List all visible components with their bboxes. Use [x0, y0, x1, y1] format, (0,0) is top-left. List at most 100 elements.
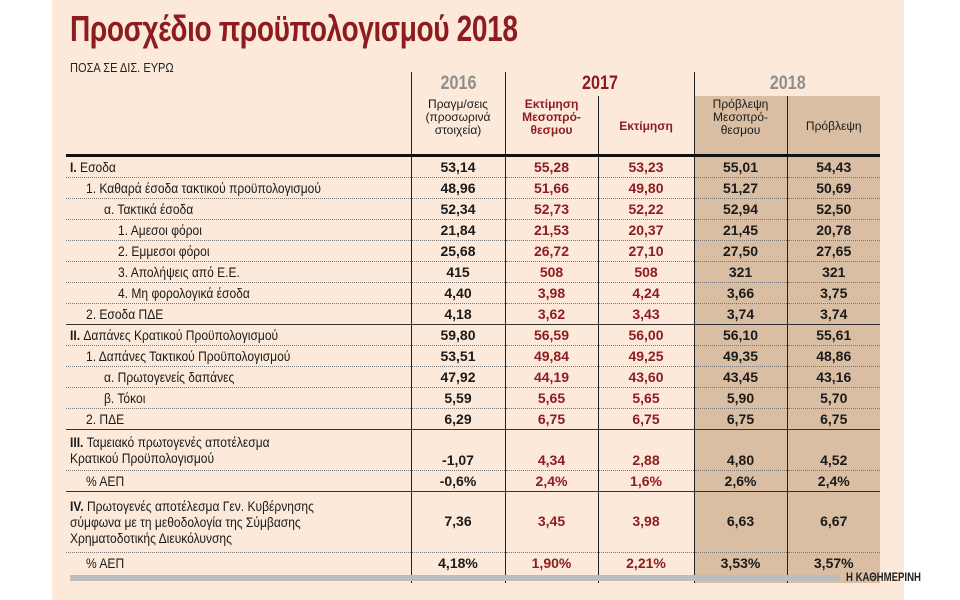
value-cell: 55,01 [693, 155, 787, 178]
row-label-text: 4. Μη φορολογικά έσοδα [118, 285, 250, 301]
value-cell: 27,10 [597, 240, 694, 262]
year-header-row: 2016 2017 2018 [66, 72, 880, 96]
table-row: 4. Μη φορολογικά έσοδα 4,40 3,98 4,24 3,66 3,… [66, 282, 880, 304]
value-cell: 50,69 [786, 177, 880, 199]
value-cell: 5,70 [786, 387, 880, 409]
value-cell: 5,65 [504, 387, 598, 409]
value-cell: 3,45 [504, 491, 598, 553]
value-cell: 6,29 [410, 408, 505, 430]
row-label: 1. Δαπάνες Τακτικού Προϋπολογισμού [66, 345, 411, 367]
value-cell: 4,18 [410, 303, 505, 325]
row-label: α. Τακτικά έσοδα [66, 198, 411, 220]
row-label: % ΑΕΠ [66, 470, 411, 492]
value-cell: 51,27 [693, 177, 787, 199]
row-label-text: Δαπάνες Κρατικού Προϋπολογισμού [83, 327, 279, 343]
row-label-text: 1. Καθαρά έσοδα τακτικού προϋπολογισμού [86, 180, 321, 196]
row-label-text: % ΑΕΠ [86, 555, 125, 571]
row-label: % ΑΕΠ [66, 553, 411, 574]
year-2016: 2016 [410, 72, 505, 96]
row-label: I. Εσοδα [66, 155, 411, 178]
value-cell: 415 [410, 261, 505, 283]
value-cell: 55,61 [786, 324, 880, 346]
row-label-text: 2. Εσοδα ΠΔΕ [86, 306, 164, 322]
table-row: % ΑΕΠ -0,6% 2,4% 1,6% 2,6% 2,4% [66, 470, 880, 492]
value-cell: 47,92 [410, 366, 505, 388]
value-cell: 52,34 [410, 198, 505, 220]
value-cell: 3,53% [693, 552, 787, 573]
value-cell: 6,67 [786, 491, 880, 553]
col-header-actual-2016: Πραγμ/σεις (προσωρινά στοιχεία) [410, 96, 505, 157]
value-cell: 1,6% [597, 470, 694, 492]
table-row: β. Τόκοι 5,59 5,65 5,65 5,90 5,70 [66, 387, 880, 409]
col-header-mtfs-estimate-2017: Εκτίμηση Μεσοπρό-θεσμου [504, 96, 598, 157]
value-cell: 55,28 [504, 155, 598, 178]
value-cell: 20,78 [786, 219, 880, 241]
row-label-text: α. Τακτικά έσοδα [104, 201, 194, 217]
value-cell: 6,63 [693, 491, 787, 553]
value-cell: 49,25 [597, 345, 694, 367]
value-cell: 321 [693, 261, 787, 283]
units-subtitle: ΠΟΣΑ ΣΕ ΔΙΣ. ΕΥΡΩ [70, 60, 174, 75]
value-cell: 4,24 [597, 282, 694, 304]
value-cell: 7,36 [410, 491, 505, 553]
value-cell: 53,14 [410, 155, 505, 178]
row-label: 2. Εσοδα ΠΔΕ [66, 303, 411, 325]
row-numeral: III. [70, 434, 84, 450]
row-label-text: σύμφωνα με τη μεθοδολογία της Σύμβασης [70, 514, 301, 530]
value-cell: 6,75 [504, 408, 598, 430]
page-title: Προσχέδιο προϋπολογισμού 2018 [70, 8, 518, 49]
table-row: II. Δαπάνες Κρατικού Προϋπολογισμού 59,80… [66, 324, 880, 346]
row-label-text: 2. ΠΔΕ [86, 411, 125, 427]
row-label: 2. ΠΔΕ [66, 408, 411, 430]
value-cell: 4,52 [786, 429, 880, 471]
value-cell: 21,53 [504, 219, 598, 241]
row-label-text: Κρατικού Προϋπολογισμού [70, 450, 215, 466]
value-cell: 43,16 [786, 366, 880, 388]
row-label-text: Πρωτογενές αποτέλεσμα Γεν. Κυβέρνησης [86, 498, 314, 514]
value-cell: 52,22 [597, 198, 694, 220]
col-header-mtfs-forecast-2018: Πρόβλεψη Μεσοπρό-θεσμου [693, 96, 787, 157]
table-row: 3. Απολήψεις από Ε.Ε. 415 508 508 321 321 [66, 261, 880, 283]
row-label-text: Εσοδα [80, 159, 116, 175]
value-cell: 5,59 [410, 387, 505, 409]
value-cell: 6,75 [693, 408, 787, 430]
column-header-row: Πραγμ/σεις (προσωρινά στοιχεία) Εκτίμηση… [66, 96, 880, 157]
value-cell: 53,51 [410, 345, 505, 367]
row-label: 4. Μη φορολογικά έσοδα [66, 282, 411, 304]
value-cell: 1,90% [504, 552, 598, 573]
row-label: 3. Απολήψεις από Ε.Ε. [66, 261, 411, 283]
row-label-text: β. Τόκοι [104, 390, 146, 406]
value-cell: 6,75 [597, 408, 694, 430]
col-header-forecast-2018: Πρόβλεψη [786, 96, 880, 157]
value-cell: 51,66 [504, 177, 598, 199]
value-cell: 27,65 [786, 240, 880, 262]
value-cell: 5,90 [693, 387, 787, 409]
value-cell: 4,80 [693, 429, 787, 471]
row-label: IV. Πρωτογενές αποτέλεσμα Γεν. Κυβέρνηση… [66, 491, 411, 553]
table-row: 2. ΠΔΕ 6,29 6,75 6,75 6,75 6,75 [66, 408, 880, 430]
row-label-text: % ΑΕΠ [86, 473, 125, 489]
value-cell: 321 [786, 261, 880, 283]
table-row: α. Πρωτογενείς δαπάνες 47,92 44,19 43,60 43,… [66, 366, 880, 388]
table-row: 2. Εμμεσοι φόροι 25,68 26,72 27,10 27,50 27,6… [66, 240, 880, 262]
value-cell: 3,43 [597, 303, 694, 325]
source-logo: Η ΚΑΘΗΜΕΡΙΝΗ [846, 570, 921, 584]
row-numeral: IV. [70, 498, 84, 514]
value-cell: 2,4% [786, 470, 880, 492]
table-row: α. Τακτικά έσοδα 52,34 52,73 52,22 52,94 52,5… [66, 198, 880, 220]
value-cell: 48,96 [410, 177, 505, 199]
value-cell: 3,74 [786, 303, 880, 325]
value-cell: 43,60 [597, 366, 694, 388]
value-cell: 3,98 [504, 282, 598, 304]
value-cell: 2,4% [504, 470, 598, 492]
row-numeral: II. [70, 327, 81, 343]
value-cell: 3,75 [786, 282, 880, 304]
value-cell: 21,84 [410, 219, 505, 241]
table-row: 2. Εσοδα ΠΔΕ 4,18 3,62 3,43 3,74 3,74 [66, 303, 880, 325]
table-row: III. Ταμειακό πρωτογενές αποτέλεσμα Κρατι… [66, 429, 880, 471]
year-2018: 2018 [693, 72, 880, 96]
value-cell: 53,23 [597, 155, 694, 178]
value-cell: 4,34 [504, 429, 598, 471]
value-cell: 5,65 [597, 387, 694, 409]
value-cell: 3,62 [504, 303, 598, 325]
